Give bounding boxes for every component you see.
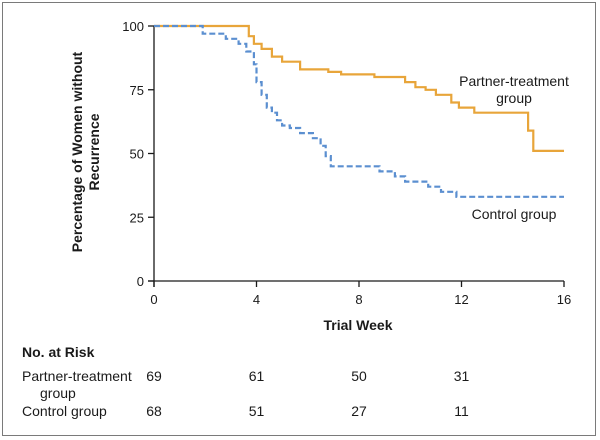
x-tick-label-16: 16	[557, 292, 571, 307]
y-axis-title-line2: Recurrence	[86, 113, 102, 190]
risk-cell-row0-week0: 69	[146, 368, 162, 384]
series-label-0: Partner-treatment group	[459, 73, 569, 106]
series-label-0-line-0: Partner-treatment	[459, 73, 569, 89]
x-tick-label-4: 4	[253, 292, 260, 307]
risk-cell-row1-week8: 27	[351, 403, 367, 419]
y-tick-label-75: 75	[130, 83, 144, 98]
x-tick-label-12: 12	[454, 292, 468, 307]
risk-row-label-partner: Partner-treatment group	[22, 368, 172, 402]
risk-cell-row1-week12: 11	[454, 403, 469, 419]
risk-table-title: No. at Risk	[22, 344, 95, 360]
y-tick-label-100: 100	[122, 19, 144, 34]
y-tick-label-0: 0	[137, 274, 144, 289]
risk-cell-row0-week12: 31	[453, 368, 470, 384]
risk-cell-row0-week8: 50	[351, 368, 367, 384]
y-tick-label-50: 50	[130, 147, 144, 162]
y-tick-label-25: 25	[130, 210, 144, 225]
risk-cell-row1-week4: 51	[248, 403, 265, 419]
risk-cell-row0-week4: 61	[248, 368, 265, 384]
y-axis-title-line1: Percentage of Women without	[69, 51, 85, 252]
risk-row-label-partner-line2: group	[40, 385, 76, 401]
series-label-1-line-0: Control group	[472, 206, 557, 222]
figure-frame	[2, 2, 596, 436]
x-tick-label-0: 0	[150, 292, 157, 307]
series-line-control-group	[154, 24, 564, 198]
risk-row-label-control: Control group	[22, 403, 107, 419]
series-label-0-line-1: group	[496, 90, 532, 106]
series-line-partner-treatment-group	[154, 24, 564, 152]
chart-marks: 0 25 50 75 100 0 4 8 12 16 Partner-treatment group C…	[122, 19, 571, 307]
risk-row-label-partner-line1: Partner-treatment	[22, 368, 132, 384]
series-label-1: Control group	[472, 206, 557, 222]
risk-cell-row1-week0: 68	[146, 403, 162, 419]
x-axis-title: Trial Week	[323, 317, 392, 333]
y-axis-title-group: Percentage of Women without Recurrence	[69, 51, 102, 252]
x-tick-label-8: 8	[355, 292, 362, 307]
